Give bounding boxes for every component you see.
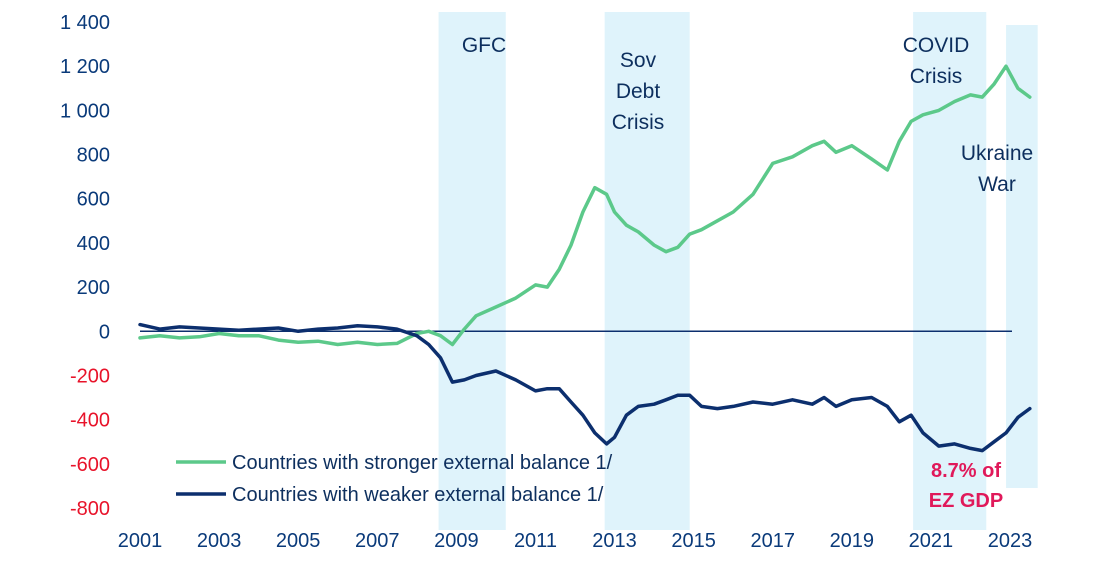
x-axis-ticks: 2001 2003 2005 2007 2009 2011 2013 2015 2017 2019… (118, 530, 1033, 552)
annotation-gdp-share: EZ GDP (929, 490, 1003, 512)
y-tick-label: -400 (70, 410, 110, 432)
annotation-gdp-share: 8.7% of (931, 460, 1001, 482)
y-tick-label: 200 (77, 277, 110, 299)
x-tick-label: 2011 (514, 530, 557, 552)
y-tick-label: 1 400 (60, 12, 110, 34)
x-tick-label: 2017 (750, 530, 795, 552)
y-tick-label: 400 (77, 233, 110, 255)
y-tick-label: 1 000 (60, 100, 110, 122)
legend: Countries with stronger external balance… (176, 452, 613, 506)
x-tick-label: 2023 (988, 530, 1033, 552)
y-tick-label: -800 (70, 498, 110, 520)
y-tick-label: -600 (70, 454, 110, 476)
x-tick-label: 2013 (592, 530, 637, 552)
x-tick-label: 2003 (197, 530, 242, 552)
x-tick-label: 2001 (118, 530, 163, 552)
x-tick-label: 2015 (671, 530, 716, 552)
shade-0 (438, 12, 506, 530)
x-tick-label: 2021 (909, 530, 954, 552)
shade-2 (913, 12, 987, 530)
y-tick-label: 800 (77, 145, 110, 167)
y-tick-label: 0 (99, 321, 110, 343)
y-tick-label: -200 (70, 365, 110, 387)
annotation-ukraine-war: War (978, 173, 1016, 196)
annotation-sov-debt-crisis: Sov (620, 49, 657, 72)
shaded-periods (438, 12, 1038, 530)
x-tick-label: 2007 (355, 530, 400, 552)
annotation-sov-debt-crisis: Crisis (612, 111, 665, 134)
series-lines (138, 64, 1032, 453)
x-tick-label: 2009 (434, 530, 479, 552)
shade-1 (604, 12, 690, 530)
x-tick-label: 2005 (276, 530, 321, 552)
legend-label: Countries with weaker external balance 1… (232, 484, 604, 506)
annotation-sov-debt-crisis: Debt (616, 80, 661, 103)
annotation-ukraine-war: Ukraine (961, 142, 1033, 165)
legend-label: Countries with stronger external balance… (232, 452, 613, 474)
x-tick-label: 2019 (830, 530, 875, 552)
annotation-covid-crisis: COVID (903, 34, 970, 57)
series-line-1 (138, 322, 1032, 453)
y-axis-ticks: 1 400 1 200 1 000 800 600 400 200 0 -200 -400 -600… (60, 12, 110, 520)
annotations: GFC Sov Debt Crisis COVID Crisis Ukraine War 8.7… (462, 34, 1033, 512)
annotation-covid-crisis: Crisis (910, 65, 963, 88)
shade-3 (1006, 25, 1038, 488)
series-line-0 (138, 64, 1032, 347)
y-tick-label: 600 (77, 189, 110, 211)
y-tick-label: 1 200 (60, 56, 110, 78)
annotation-gfc: GFC (462, 34, 506, 57)
